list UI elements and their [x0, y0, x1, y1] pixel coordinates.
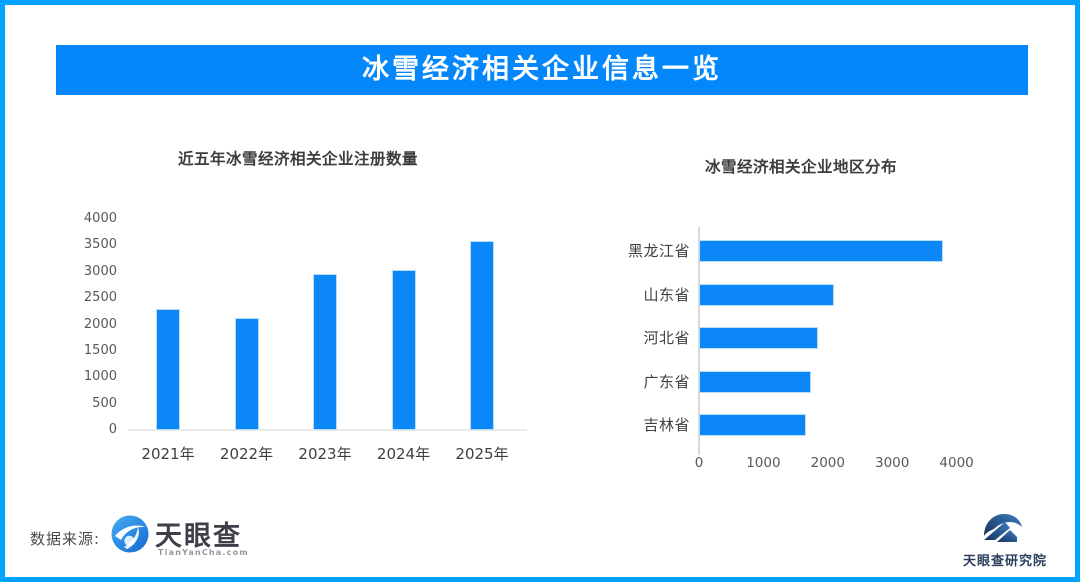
x-axis-tick-label: 4000 — [939, 455, 974, 471]
bar-黑龙江省 — [699, 239, 944, 262]
y-axis-tick-label: 2500 — [83, 290, 117, 306]
data-source-label: 数据来源: — [30, 530, 101, 548]
bar-2021年 — [156, 308, 180, 430]
x-axis-category-label: 2023年 — [298, 445, 352, 463]
x-axis-tick-label: 1000 — [746, 455, 781, 471]
x-axis-tick-label: 2000 — [810, 455, 845, 471]
bar-2023年 — [313, 274, 337, 430]
y-axis-tick-label: 0 — [108, 422, 117, 437]
x-axis-category-label: 2024年 — [376, 445, 431, 463]
tianyancha-logo-domain: TianYanCha.com — [158, 548, 249, 557]
bar-山东省 — [699, 283, 834, 306]
y-axis-tick-label: 1000 — [83, 369, 117, 385]
x-axis-category-label: 2022年 — [219, 445, 274, 463]
category-label-山东省: 山东省 — [643, 285, 690, 304]
y-axis-tick-label: 2000 — [83, 316, 117, 332]
x-axis-tick-label: 0 — [694, 455, 704, 471]
category-label-广东省: 广东省 — [643, 372, 690, 391]
bar-2025年 — [470, 240, 494, 430]
y-axis-tick-label: 4000 — [83, 211, 117, 226]
y-axis-tick-label: 3500 — [83, 237, 117, 253]
bar-河北省 — [699, 327, 819, 349]
tianyancha-research-logo-icon — [977, 510, 1027, 554]
left-chart-title: 近五年冰雪经济相关企业注册数量 — [178, 150, 419, 168]
y-axis-tick-label: 500 — [92, 395, 117, 411]
tianyancha-logo-icon — [111, 515, 149, 557]
bar-吉林省 — [699, 414, 806, 436]
x-axis-line — [128, 429, 527, 431]
right-chart-title: 冰雪经济相关企业地区分布 — [705, 158, 898, 176]
bar-2022年 — [234, 318, 259, 430]
page-title: 冰雪经济相关企业信息一览 — [362, 54, 722, 85]
y-axis-tick-label: 3000 — [83, 263, 117, 279]
x-axis-tick-label: 3000 — [875, 455, 910, 471]
category-label-河北省: 河北省 — [643, 329, 690, 347]
bar-广东省 — [699, 370, 812, 393]
page-title-banner: 冰雪经济相关企业信息一览 — [56, 45, 1028, 95]
tianyancha-research-logo-text: 天眼查研究院 — [962, 554, 1047, 569]
y-axis-line — [698, 227, 700, 455]
category-label-黑龙江省: 黑龙江省 — [627, 241, 690, 260]
y-axis-tick-label: 1500 — [83, 342, 117, 358]
bar-2024年 — [391, 269, 416, 430]
tianyancha-logo-text: 天眼查 — [155, 521, 242, 552]
category-label-吉林省: 吉林省 — [643, 416, 690, 434]
x-axis-category-label: 2021年 — [141, 445, 195, 463]
x-axis-category-label: 2025年 — [455, 445, 509, 463]
